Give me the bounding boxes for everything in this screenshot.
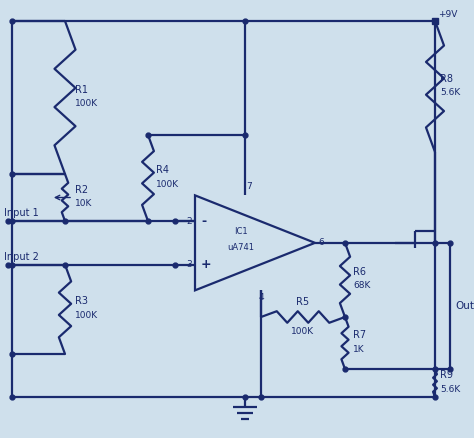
- Text: 68K: 68K: [353, 282, 370, 290]
- Text: R3: R3: [75, 297, 88, 306]
- Text: R8: R8: [440, 74, 453, 84]
- Text: R6: R6: [353, 267, 366, 277]
- Text: 5.6K: 5.6K: [440, 88, 460, 97]
- Text: -: -: [201, 215, 206, 227]
- Text: 10K: 10K: [75, 199, 92, 208]
- Text: R2: R2: [75, 184, 88, 194]
- Text: 3: 3: [186, 260, 192, 269]
- Text: 100K: 100K: [75, 99, 98, 108]
- Text: Input 1: Input 1: [4, 208, 39, 218]
- Text: R1: R1: [75, 85, 88, 95]
- Text: R5: R5: [296, 297, 310, 307]
- Text: Output: Output: [455, 301, 474, 311]
- Text: 7: 7: [246, 182, 252, 191]
- Text: 2: 2: [186, 216, 192, 226]
- Text: 1K: 1K: [353, 345, 365, 353]
- Text: +: +: [201, 258, 211, 271]
- Text: R9: R9: [440, 370, 453, 380]
- Text: R7: R7: [353, 330, 366, 340]
- Text: +9V: +9V: [438, 10, 457, 19]
- Text: 100K: 100K: [75, 311, 98, 320]
- Text: uA741: uA741: [227, 243, 254, 252]
- Text: IC1: IC1: [234, 227, 247, 236]
- Text: 100K: 100K: [156, 180, 179, 188]
- Text: R4: R4: [156, 165, 169, 175]
- Text: 6: 6: [318, 238, 324, 247]
- Text: Input 2: Input 2: [4, 252, 39, 261]
- Text: 5.6K: 5.6K: [440, 385, 460, 393]
- Text: 100K: 100K: [292, 327, 315, 336]
- Text: 4: 4: [258, 293, 264, 302]
